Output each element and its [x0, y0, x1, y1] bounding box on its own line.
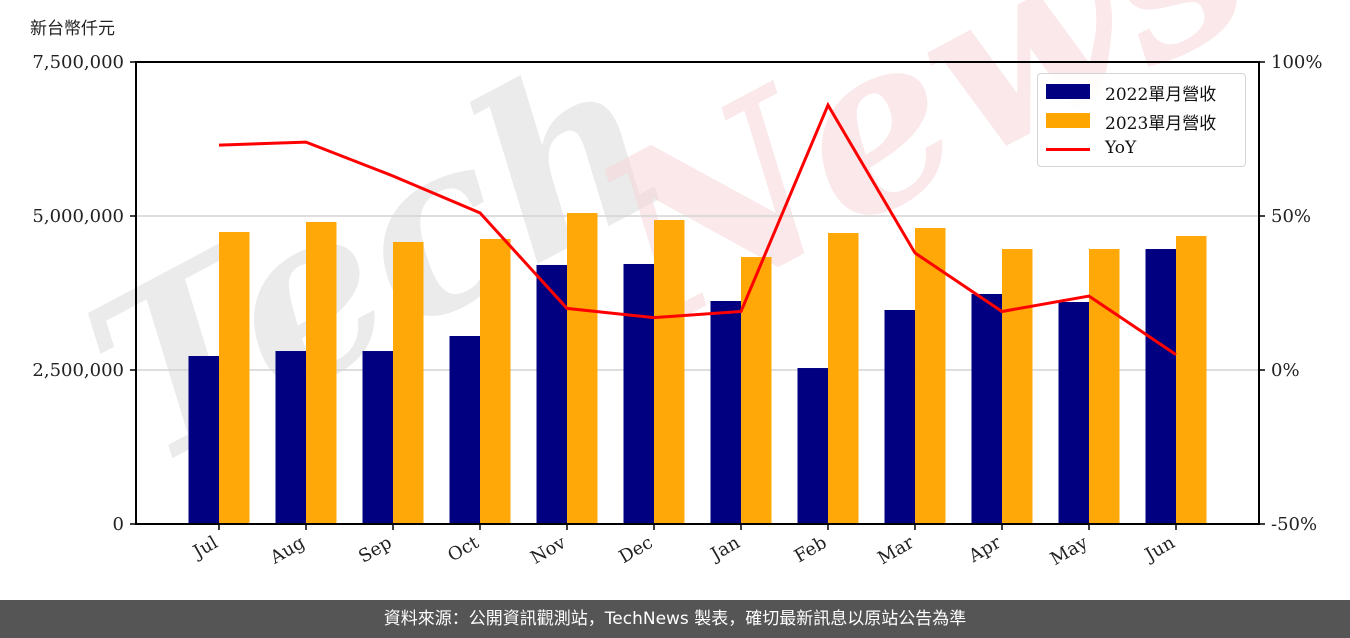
x-tick-label: May — [1047, 532, 1092, 570]
bar-2022 — [971, 293, 1002, 524]
y-tick-label: 2,500,000 — [32, 360, 124, 381]
x-tick-label: Aug — [266, 532, 309, 569]
x-tick-label: Sep — [355, 532, 395, 567]
bar-2022 — [449, 335, 480, 524]
bar-2023 — [1002, 249, 1033, 525]
bar-2023 — [219, 232, 250, 525]
bar-2023 — [393, 241, 424, 525]
y2-tick-label: 50% — [1271, 206, 1311, 227]
x-tick-label: Dec — [616, 532, 657, 568]
bar-2022 — [188, 356, 219, 524]
bar-2022 — [623, 263, 654, 524]
bar-2023 — [480, 238, 511, 524]
x-tick-label: Oct — [444, 532, 483, 567]
y2-tick-label: -50% — [1271, 514, 1317, 535]
bar-2022 — [797, 368, 828, 524]
bar-2023 — [567, 212, 598, 524]
bar-2023 — [306, 221, 337, 524]
legend-swatch-navy — [1046, 84, 1090, 99]
yoy-line — [218, 101, 1177, 356]
plot-frame — [135, 61, 1260, 525]
bar-2022 — [1058, 301, 1089, 524]
axes — [135, 61, 1260, 525]
bar-2022 — [362, 351, 393, 524]
y-tick-label: 5,000,000 — [32, 206, 124, 227]
bar-2023 — [1176, 236, 1207, 524]
bar-2022 — [884, 310, 915, 524]
x-tick-label: Jan — [706, 532, 744, 566]
yoy-polyline — [218, 101, 1177, 356]
x-tick-label: Mar — [874, 532, 918, 569]
y-axis-unit-label: 新台幣仟元 — [30, 19, 115, 39]
legend-label: 2022單月營收 — [1105, 85, 1217, 105]
source-footer: 資料來源：公開資訊觀測站，TechNews 製表，確切最新訊息以原站公告為準 — [0, 600, 1350, 638]
x-tick-label: Apr — [964, 532, 1004, 567]
x-tick-label: Nov — [527, 532, 570, 569]
x-tick-label: Jun — [1140, 532, 1179, 567]
legend-label: 2023單月營收 — [1105, 114, 1217, 134]
legend: 2022單月營收 2023單月營收 YoY — [1037, 73, 1246, 167]
bar-2022 — [275, 351, 306, 524]
y-tick-label: 7,500,000 — [32, 52, 124, 73]
legend-item-yoy: YoY — [1038, 136, 1245, 162]
bar-2023 — [828, 233, 859, 525]
legend-line-red — [1046, 148, 1090, 151]
legend-swatch-orange — [1046, 113, 1090, 128]
bars — [188, 212, 1207, 525]
legend-item-2023: 2023單月營收 — [1038, 107, 1245, 134]
y2-tick-label: 100% — [1271, 52, 1322, 73]
bar-2023 — [654, 220, 685, 524]
bar-2022 — [536, 264, 567, 524]
legend-item-2022: 2022單月營收 — [1038, 78, 1245, 105]
chart: TechNews 02,500,0005,000,0007,500,000-50… — [32, 0, 1322, 570]
legend-label: YoY — [1105, 138, 1137, 158]
x-tick-label: Feb — [791, 532, 831, 567]
bar-2022 — [1145, 249, 1176, 525]
bar-2022 — [710, 301, 741, 524]
x-tick-label: Jul — [188, 532, 222, 564]
y-tick-label: 0 — [113, 514, 124, 535]
y2-tick-label: 0% — [1271, 360, 1300, 381]
bar-2023 — [915, 228, 946, 524]
bar-2023 — [1089, 249, 1120, 525]
